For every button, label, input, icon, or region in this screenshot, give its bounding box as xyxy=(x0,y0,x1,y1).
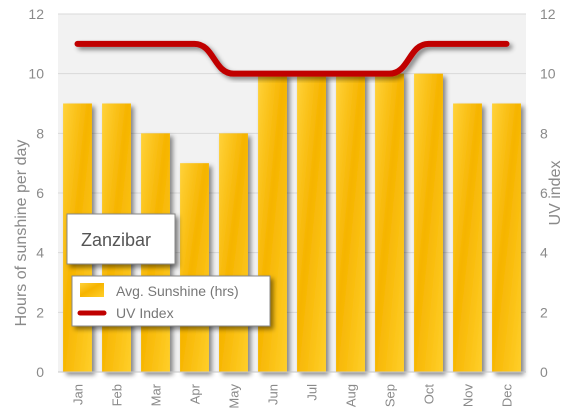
left-axis-ticks: 0 2 4 6 8 10 12 xyxy=(28,6,44,380)
left-tick-label: 10 xyxy=(28,66,44,82)
right-tick-label: 12 xyxy=(540,6,556,22)
bar-aug xyxy=(336,73,365,373)
uv-point-apr xyxy=(194,43,195,45)
x-tick-label: May xyxy=(227,384,242,409)
left-tick-label: 4 xyxy=(36,245,44,261)
bar-nov xyxy=(453,103,482,372)
bar-jun xyxy=(258,73,287,373)
uv-point-jul xyxy=(311,73,312,75)
legend-swatch-sunshine xyxy=(80,283,104,297)
uv-point-feb xyxy=(116,43,117,45)
uv-point-dec xyxy=(506,43,507,45)
left-tick-label: 12 xyxy=(28,6,44,22)
uv-point-jan xyxy=(77,43,78,45)
x-tick-label: Sep xyxy=(383,384,398,407)
x-tick-label: Mar xyxy=(149,383,164,406)
bar-oct xyxy=(414,73,443,373)
legend: Avg. Sunshine (hrs) UV Index xyxy=(71,275,271,327)
uv-point-nov xyxy=(467,43,468,45)
x-tick-label: Nov xyxy=(461,384,476,408)
y2-axis-title: UV index xyxy=(547,161,564,226)
bar-jul xyxy=(297,73,326,373)
bar-may xyxy=(219,133,248,372)
x-tick-label: Jan xyxy=(71,384,86,405)
chart-title: Zanzibar xyxy=(81,230,151,250)
x-tick-label: Jun xyxy=(266,384,281,405)
uv-index-line xyxy=(74,40,510,77)
right-axis-ticks: 0 2 4 6 8 10 12 xyxy=(540,6,556,380)
x-tick-label: Dec xyxy=(500,384,515,408)
chart-title-box: Zanzibar xyxy=(66,213,176,265)
left-tick-label: 8 xyxy=(36,125,44,141)
y-axis-title: Hours of sunshine per day xyxy=(13,140,30,327)
bar-dec xyxy=(492,103,521,372)
bar-apr xyxy=(180,163,209,372)
right-tick-label: 0 xyxy=(540,364,548,380)
left-tick-label: 6 xyxy=(36,185,44,201)
left-tick-label: 0 xyxy=(36,364,44,380)
x-tick-label: Apr xyxy=(188,383,203,404)
left-tick-label: 2 xyxy=(36,304,44,320)
uv-point-jun xyxy=(272,73,273,75)
uv-point-may xyxy=(233,73,234,75)
uv-point-oct xyxy=(428,43,429,45)
right-tick-label: 10 xyxy=(540,66,556,82)
uv-line-series xyxy=(74,40,510,77)
uv-point-aug xyxy=(350,73,351,75)
x-tick-label: Feb xyxy=(110,384,125,406)
x-tick-label: Aug xyxy=(344,384,359,407)
uv-point-sep xyxy=(389,73,390,75)
right-tick-label: 6 xyxy=(540,185,548,201)
uv-point-mar xyxy=(155,43,156,45)
right-tick-label: 4 xyxy=(540,245,548,261)
right-tick-label: 2 xyxy=(540,304,548,320)
legend-box xyxy=(71,275,271,327)
x-axis-ticks: Jan Feb Mar Apr May Jun Jul Aug Sep Oct Nov Dec xyxy=(71,383,515,408)
bar-sep xyxy=(375,73,404,373)
legend-label-sunshine: Avg. Sunshine (hrs) xyxy=(116,283,239,299)
legend-label-uv: UV Index xyxy=(116,305,174,321)
x-tick-label: Oct xyxy=(422,384,437,405)
right-tick-label: 8 xyxy=(540,125,548,141)
x-tick-label: Jul xyxy=(305,384,320,401)
